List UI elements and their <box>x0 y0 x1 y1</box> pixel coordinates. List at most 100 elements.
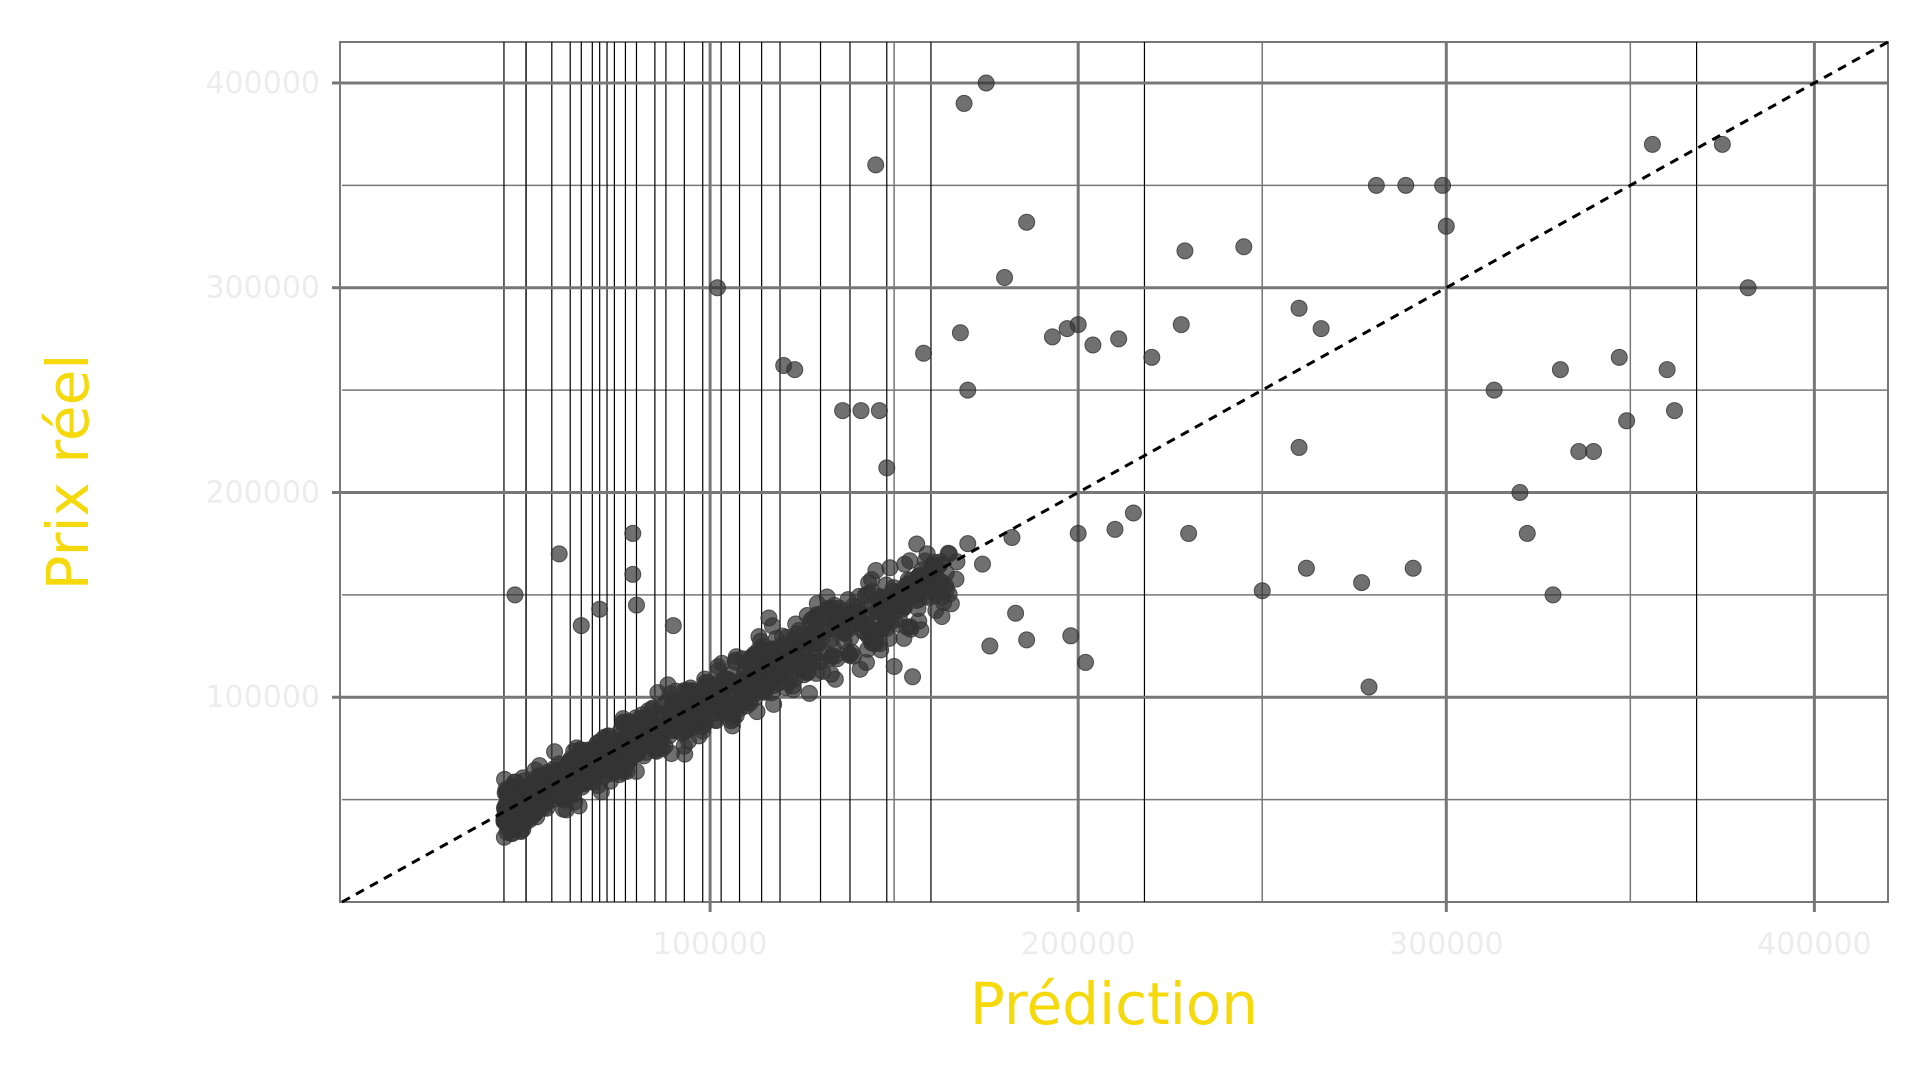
data-point <box>709 661 727 679</box>
data-point <box>819 609 837 627</box>
data-point <box>1610 348 1628 366</box>
data-point <box>1069 316 1087 334</box>
data-point <box>790 622 808 640</box>
data-point <box>721 672 739 690</box>
data-point <box>523 777 541 795</box>
data-point <box>878 459 896 477</box>
data-point <box>1176 242 1194 260</box>
data-point <box>867 562 885 580</box>
data-point <box>885 579 903 597</box>
x-axis-label: Prédiction <box>970 970 1258 1038</box>
x-tick-label: 100000 <box>653 927 768 962</box>
data-point <box>804 624 822 642</box>
data-point <box>726 653 744 671</box>
data-point <box>822 665 840 683</box>
data-point <box>858 616 876 634</box>
data-point <box>624 524 642 542</box>
y-tick-label: 100000 <box>205 680 320 715</box>
data-point <box>834 402 852 420</box>
data-point <box>888 615 906 633</box>
data-points <box>495 74 1757 846</box>
data-point <box>841 646 859 664</box>
data-point <box>912 621 930 639</box>
data-point <box>1739 279 1757 297</box>
data-point <box>592 783 610 801</box>
data-point <box>1018 213 1036 231</box>
data-point <box>689 705 707 723</box>
data-point <box>1397 176 1415 194</box>
data-point <box>908 583 926 601</box>
data-point <box>557 801 575 819</box>
data-point <box>572 617 590 635</box>
data-point <box>550 545 568 563</box>
data-point <box>800 684 818 702</box>
data-point <box>542 772 560 790</box>
major-grid <box>342 42 1888 902</box>
tick-labels: 100000 200000 300000 400000 100000 200000 3000… <box>205 66 1871 962</box>
data-point <box>1367 176 1385 194</box>
data-point <box>896 597 914 615</box>
data-point <box>1043 328 1061 346</box>
data-point <box>1143 348 1161 366</box>
data-point <box>696 670 714 688</box>
data-point <box>1172 316 1190 334</box>
identity-reference-line <box>341 40 1889 904</box>
data-point <box>810 653 828 671</box>
data-point <box>1290 438 1308 456</box>
x-tick-label: 400000 <box>1757 927 1872 962</box>
data-point <box>973 555 991 573</box>
data-point <box>1077 653 1095 671</box>
data-point <box>611 754 629 772</box>
data-point <box>1069 524 1087 542</box>
data-point <box>763 617 781 635</box>
y-axis-label: Prix réel <box>34 354 102 591</box>
data-point <box>885 658 903 676</box>
data-point <box>664 617 682 635</box>
data-point <box>1290 299 1308 317</box>
data-point <box>977 74 995 92</box>
data-point <box>896 555 914 573</box>
vertical-guide-lines <box>503 42 1698 902</box>
data-point <box>1658 361 1676 379</box>
data-point <box>1713 135 1731 153</box>
data-point <box>505 787 523 805</box>
data-point <box>904 668 922 686</box>
y-tick-label: 200000 <box>205 475 320 510</box>
data-point <box>1437 217 1455 235</box>
data-point <box>1235 238 1253 256</box>
data-point <box>959 381 977 399</box>
data-point <box>1062 627 1080 645</box>
data-point <box>784 681 802 699</box>
x-tick-label: 200000 <box>1021 927 1136 962</box>
data-point <box>1106 520 1124 538</box>
data-point <box>1124 504 1142 522</box>
data-point <box>597 755 615 773</box>
data-point <box>867 156 885 174</box>
data-point <box>933 608 951 626</box>
y-tick-label: 300000 <box>205 271 320 306</box>
data-point <box>1084 336 1102 354</box>
data-point <box>915 344 933 362</box>
data-point <box>870 402 888 420</box>
data-point <box>775 357 793 375</box>
data-point <box>506 586 524 604</box>
data-point <box>996 268 1014 286</box>
data-point <box>565 771 583 789</box>
data-point <box>1434 176 1452 194</box>
axis-ticks <box>332 81 1816 912</box>
data-point <box>951 324 969 342</box>
data-point <box>1666 402 1684 420</box>
data-point <box>723 702 741 720</box>
data-point <box>1643 135 1661 153</box>
data-point <box>1180 524 1198 542</box>
data-point <box>1253 582 1271 600</box>
data-point <box>572 756 590 774</box>
data-point <box>1007 604 1025 622</box>
data-point <box>1544 586 1562 604</box>
data-point <box>1297 559 1315 577</box>
data-point <box>659 676 677 694</box>
data-point <box>927 584 945 602</box>
data-point <box>798 607 816 625</box>
data-point <box>546 743 564 761</box>
